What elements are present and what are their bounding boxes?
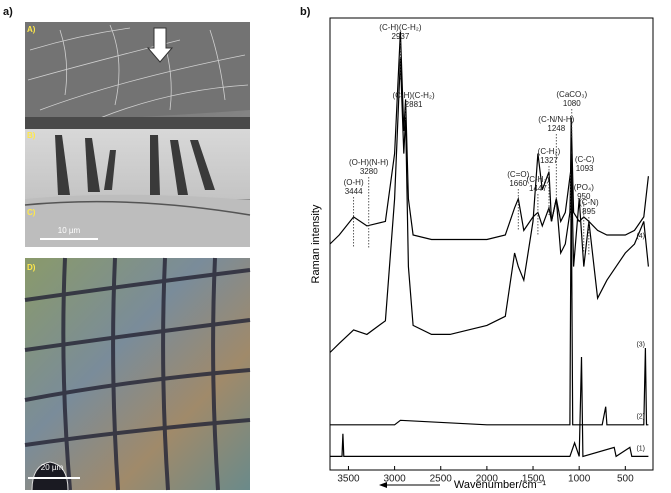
- peak-label: (O-H): [344, 178, 364, 187]
- peak-value: 2881: [405, 100, 423, 109]
- series-label: (4): [636, 233, 645, 240]
- spectrum-line: [330, 356, 649, 458]
- series-label: (1): [636, 445, 645, 452]
- subpanel-label: C): [27, 208, 36, 217]
- spectrum-line: [330, 180, 649, 426]
- x-tick-label: 2000: [476, 474, 499, 485]
- y-axis-label: Raman intensity: [310, 204, 322, 283]
- series-label: (3): [636, 341, 645, 348]
- x-tick-label: 1500: [522, 474, 545, 485]
- peak-label: (C-N): [579, 198, 599, 207]
- subpanel-label: D): [27, 263, 36, 272]
- x-tick-label: 500: [617, 474, 634, 485]
- x-tick-label: 2500: [430, 474, 453, 485]
- x-tick-label: 3500: [337, 474, 360, 485]
- peak-label: (C-H)(C-H₂): [379, 23, 422, 32]
- peak-label: (PO₄): [574, 183, 594, 192]
- subpanel-label: B): [27, 131, 36, 140]
- peak-label: (C-H₂): [527, 175, 550, 184]
- peak-value: 1660: [509, 179, 527, 188]
- x-tick-label: 1000: [568, 474, 591, 485]
- peak-value: 1080: [563, 99, 581, 108]
- plot: 3500 3000 2500 2000 1500 1000 500 (1) (2) (3) (4) (…: [329, 23, 649, 485]
- peak-value: 895: [582, 207, 596, 216]
- peak-value: 3444: [345, 187, 363, 196]
- sem-image: [24, 22, 251, 247]
- micrograph: [24, 257, 251, 491]
- peak-label: (C-H)(C-H₂): [392, 91, 435, 100]
- peak-label: (C-C): [575, 155, 595, 164]
- peak-value: 2937: [392, 32, 410, 41]
- peak-value: 1248: [547, 124, 565, 133]
- peak-label: (C-N/N-H): [538, 115, 574, 124]
- peak-value: 1327: [540, 156, 558, 165]
- x-axis-label: Wavenumber/cm⁻¹: [454, 479, 547, 491]
- plot-frame: [329, 17, 654, 471]
- peak-label: (O-H)(N-H): [349, 158, 389, 167]
- peak-value: 950: [577, 192, 591, 201]
- scalebar-label: 20 µm: [41, 463, 64, 472]
- peak-value: 1447: [529, 184, 547, 193]
- peak-label: (CaCO₃): [556, 90, 587, 99]
- spectrum-line: [329, 58, 649, 353]
- peak-label: (C-H₂): [538, 147, 561, 156]
- peak-value: 1093: [576, 164, 594, 173]
- panel-label: b): [300, 6, 311, 18]
- spectrum-line: [329, 31, 649, 245]
- scalebar-label: 10 µm: [58, 226, 81, 235]
- subpanel-label: A): [27, 25, 36, 34]
- x-tick-label: 3000: [383, 474, 406, 485]
- series-label: (2): [636, 414, 645, 421]
- peak-label: (C=O): [507, 170, 529, 179]
- panel-label: a): [3, 6, 13, 18]
- peak-value: 3280: [360, 167, 378, 176]
